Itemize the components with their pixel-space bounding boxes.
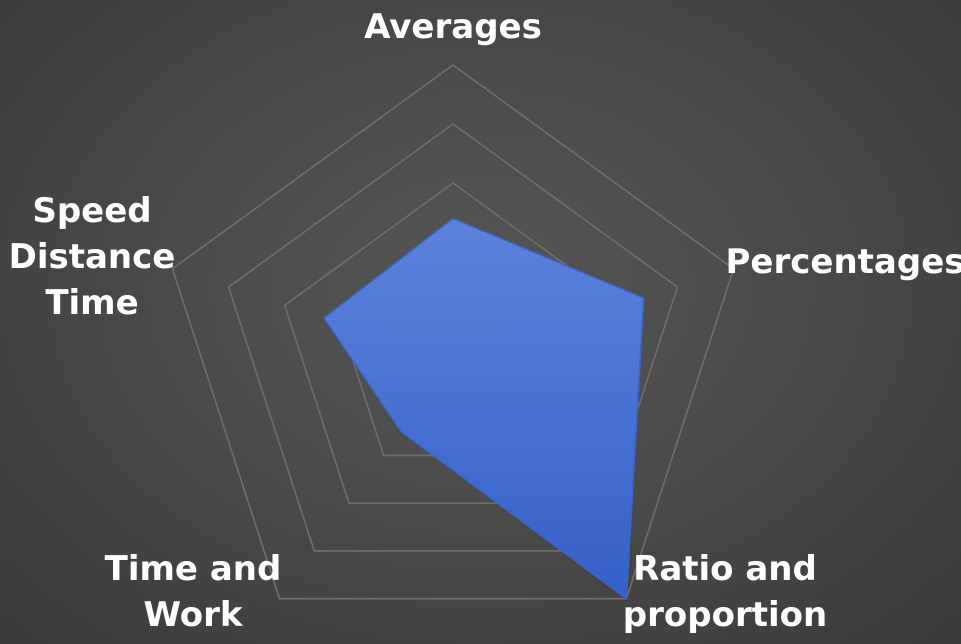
axis-label-3-line-0: Time and (105, 549, 282, 589)
axis-label-1-line-0: Percentages (726, 242, 961, 282)
axis-label-1: Percentages (726, 242, 961, 282)
axis-label-0-line-0: Averages (364, 7, 542, 47)
grid-ring-5 (171, 64, 735, 600)
axis-label-2-line-0: Ratio and (633, 549, 817, 589)
series-area-0 (322, 217, 645, 601)
axis-label-4-line-2: Time (45, 283, 138, 323)
grid-ring-4 (227, 123, 679, 552)
axis-label-2: Ratio and proportion (623, 549, 827, 635)
data-series-layer (322, 217, 645, 601)
axis-label-4-line-1: Distance (9, 237, 176, 277)
axis-label-3-line-1: Work (143, 595, 243, 635)
axis-label-0: Averages (364, 7, 542, 47)
axis-label-4: Speed Distance Time (9, 191, 176, 323)
axis-label-2-line-1: proportion (623, 595, 827, 635)
axis-label-3: Time and Work (105, 549, 282, 635)
axis-label-4-line-0: Speed (32, 191, 151, 231)
axis-labels: Averages Percentages Ratio and proportion Ti… (9, 7, 961, 635)
